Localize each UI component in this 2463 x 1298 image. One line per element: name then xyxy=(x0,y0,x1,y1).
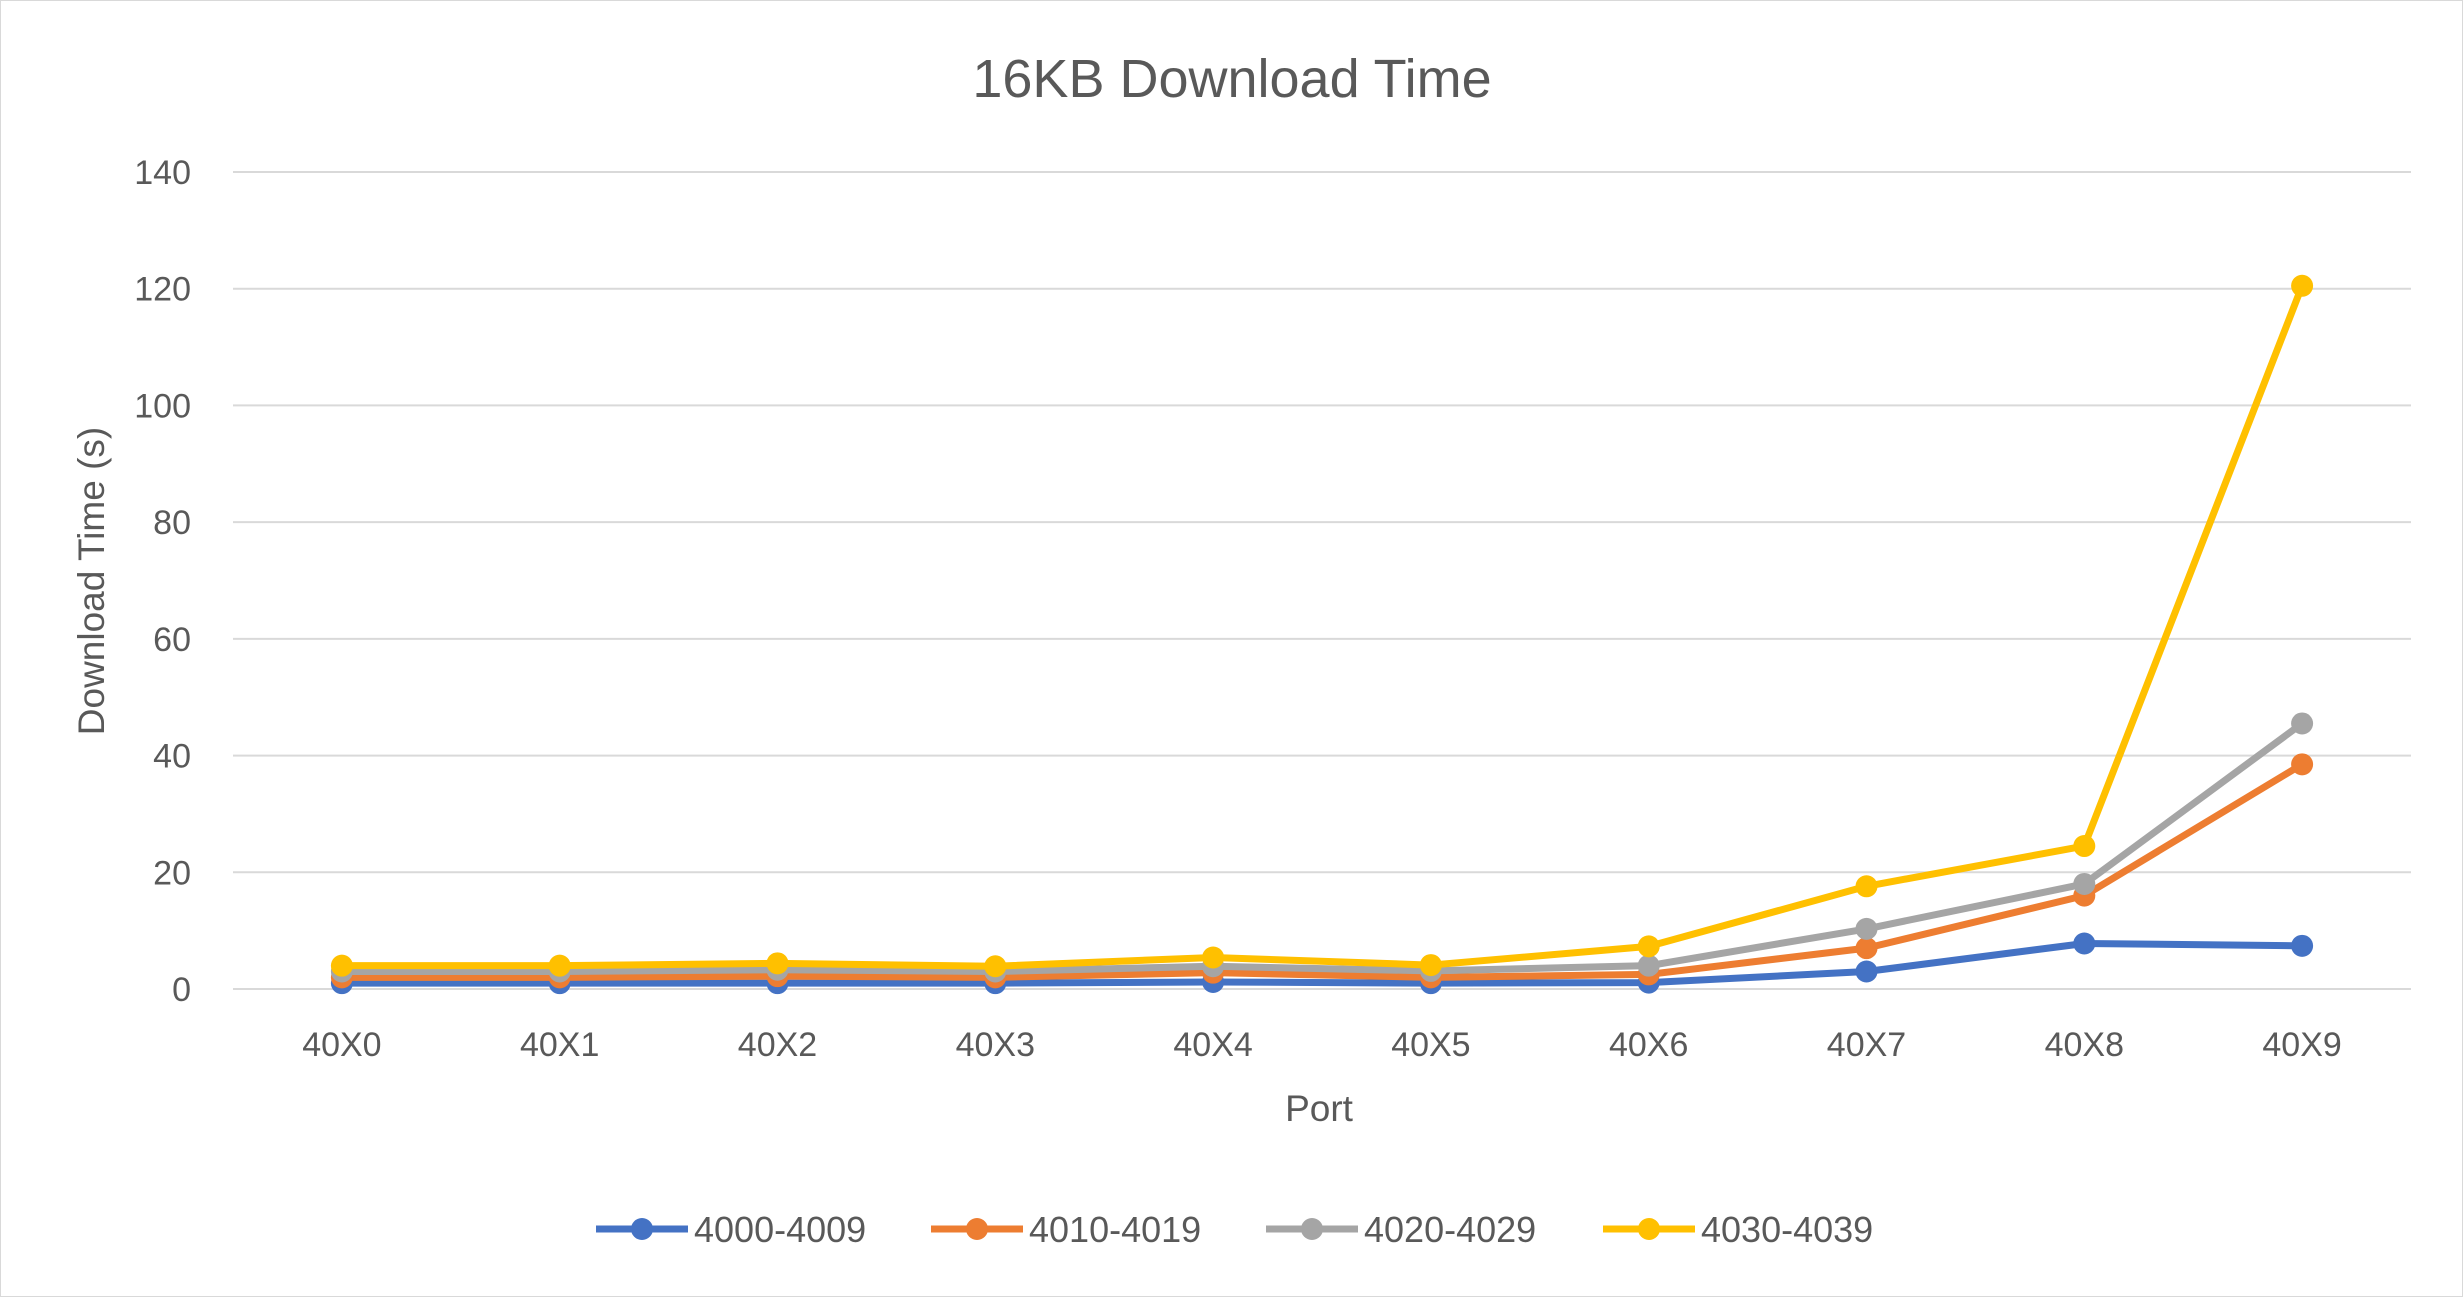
data-point xyxy=(1637,954,1660,977)
series-line xyxy=(338,760,2306,981)
legend: 4000-4009 4010-4019 4020-4029 4030-4039 xyxy=(596,1209,1873,1250)
legend-label: 4020-4029 xyxy=(1364,1209,1536,1250)
x-tick-label: 40X7 xyxy=(1827,1026,1906,1064)
legend-item: 4020-4029 xyxy=(1266,1209,1536,1250)
x-tick-label: 40X0 xyxy=(302,1026,381,1064)
data-point xyxy=(1855,960,1878,983)
data-point xyxy=(2291,274,2314,297)
series-line xyxy=(338,719,2306,975)
data-point xyxy=(1855,875,1878,898)
data-point xyxy=(2073,835,2096,858)
series-4030-4039 xyxy=(330,274,2314,978)
data-point xyxy=(2291,712,2314,735)
x-axis-ticks: 40X0 40X1 40X2 40X3 40X4 40X5 40X6 40X7 40X8 40X9 xyxy=(302,1026,2342,1064)
y-tick-label: 120 xyxy=(134,271,191,309)
data-point xyxy=(1419,954,1442,977)
x-tick-label: 40X3 xyxy=(956,1026,1035,1064)
legend-swatch-marker xyxy=(1301,1218,1323,1240)
data-point xyxy=(1637,935,1660,958)
y-tick-label: 0 xyxy=(172,971,191,1009)
data-point xyxy=(2291,753,2314,776)
y-tick-label: 80 xyxy=(153,504,191,542)
y-tick-label: 40 xyxy=(153,738,191,776)
x-tick-label: 40X5 xyxy=(1391,1026,1470,1064)
x-tick-label: 40X4 xyxy=(1173,1026,1252,1064)
x-tick-label: 40X9 xyxy=(2262,1026,2341,1064)
x-axis-title: Port xyxy=(1285,1088,1354,1129)
data-point xyxy=(984,955,1007,978)
y-tick-label: 140 xyxy=(134,154,191,192)
data-point xyxy=(1202,946,1225,969)
y-axis-title: Download Time (s) xyxy=(71,427,112,735)
data-point xyxy=(330,954,353,977)
legend-swatch-marker xyxy=(631,1218,653,1240)
series-line xyxy=(338,282,2306,970)
x-tick-label: 40X8 xyxy=(2045,1026,2124,1064)
y-tick-label: 60 xyxy=(153,621,191,659)
legend-label: 4030-4039 xyxy=(1701,1209,1873,1250)
gridlines xyxy=(233,171,2411,990)
data-point xyxy=(766,952,789,975)
legend-swatch-marker xyxy=(1638,1218,1660,1240)
data-series xyxy=(330,274,2314,995)
legend-label: 4000-4009 xyxy=(694,1209,866,1250)
legend-label: 4010-4019 xyxy=(1029,1209,1201,1250)
x-tick-label: 40X1 xyxy=(520,1026,599,1064)
series-4020-4029 xyxy=(330,712,2314,983)
data-point xyxy=(2073,872,2096,895)
data-point xyxy=(548,954,571,977)
y-tick-label: 100 xyxy=(134,387,191,425)
series-line xyxy=(338,939,2306,987)
y-tick-label: 20 xyxy=(153,854,191,892)
data-point xyxy=(1855,937,1878,960)
data-point xyxy=(1855,917,1878,940)
x-tick-label: 40X6 xyxy=(1609,1026,1688,1064)
x-tick-label: 40X2 xyxy=(738,1026,817,1064)
legend-item: 4030-4039 xyxy=(1603,1209,1873,1250)
legend-item: 4010-4019 xyxy=(931,1209,1201,1250)
chart-title: 16KB Download Time xyxy=(972,49,1491,109)
legend-swatch-marker xyxy=(966,1218,988,1240)
y-axis-ticks: 0 20 40 60 80 100 120 140 xyxy=(134,154,191,1009)
data-point xyxy=(2291,934,2314,957)
data-point xyxy=(2073,932,2096,955)
legend-item: 4000-4009 xyxy=(596,1209,866,1250)
